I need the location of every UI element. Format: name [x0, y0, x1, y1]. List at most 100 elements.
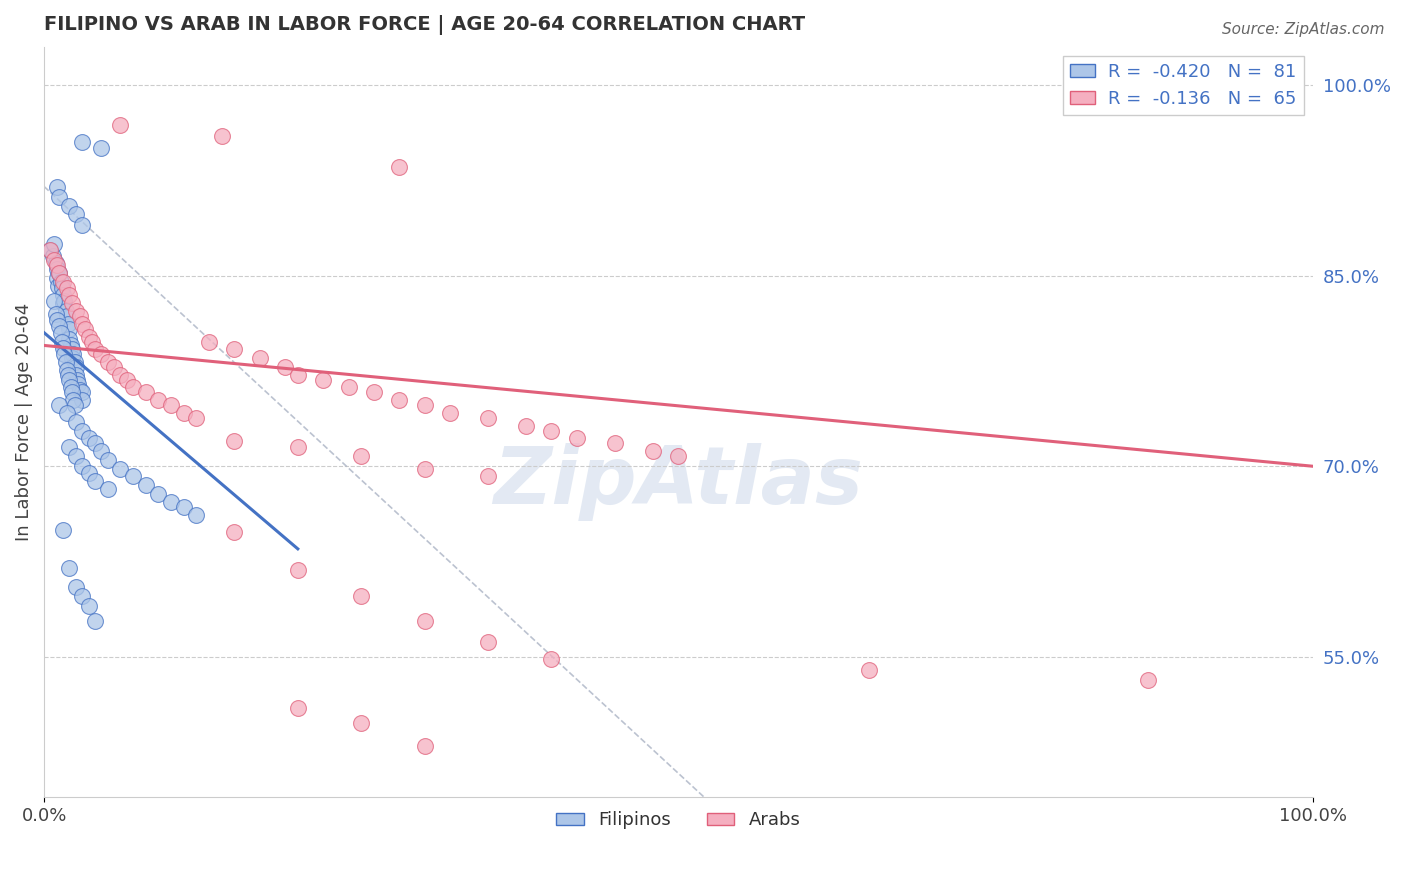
Point	[39, 243, 62, 257]
Point	[83, 475, 105, 489]
Point	[65, 207, 87, 221]
Point	[56, 406, 79, 420]
Point	[55, 304, 77, 318]
Point	[67, 376, 90, 391]
Point	[45, 271, 67, 285]
Point	[48, 398, 70, 412]
Point	[70, 218, 93, 232]
Point	[77, 329, 100, 343]
Point	[65, 449, 87, 463]
Point	[58, 322, 80, 336]
Point	[49, 275, 72, 289]
Point	[515, 418, 537, 433]
Point	[52, 275, 75, 289]
Point	[224, 343, 246, 357]
Point	[55, 355, 77, 369]
Point	[122, 380, 145, 394]
Point	[287, 440, 309, 454]
Point	[148, 487, 170, 501]
Point	[65, 304, 87, 318]
Point	[58, 332, 80, 346]
Point	[337, 380, 360, 394]
Point	[287, 700, 309, 714]
Point	[70, 424, 93, 438]
Point	[135, 478, 157, 492]
Point	[44, 293, 66, 308]
Point	[58, 368, 80, 382]
Point	[388, 393, 411, 408]
Point	[66, 373, 89, 387]
Point	[186, 411, 208, 425]
Point	[70, 459, 93, 474]
Point	[287, 564, 309, 578]
Point	[58, 198, 80, 212]
Point	[83, 615, 105, 629]
Point	[186, 508, 208, 522]
Point	[45, 179, 67, 194]
Point	[224, 525, 246, 540]
Point	[249, 351, 271, 366]
Point	[65, 359, 87, 374]
Point	[52, 523, 75, 537]
Point	[198, 334, 221, 349]
Point	[160, 495, 183, 509]
Point	[58, 317, 80, 331]
Text: ZipAtlas: ZipAtlas	[494, 442, 863, 521]
Point	[173, 406, 195, 420]
Point	[42, 249, 65, 263]
Point	[69, 383, 91, 397]
Point	[58, 561, 80, 575]
Point	[540, 424, 562, 438]
Point	[350, 716, 373, 731]
Y-axis label: In Labor Force | Age 20-64: In Labor Force | Age 20-64	[15, 302, 32, 541]
Point	[70, 135, 93, 149]
Point	[413, 398, 436, 412]
Point	[90, 444, 112, 458]
Point	[477, 469, 499, 483]
Point	[122, 469, 145, 483]
Point	[413, 615, 436, 629]
Point	[44, 256, 66, 270]
Point	[48, 266, 70, 280]
Point	[62, 347, 84, 361]
Point	[59, 338, 82, 352]
Point	[58, 373, 80, 387]
Point	[135, 385, 157, 400]
Point	[312, 373, 335, 387]
Point	[53, 293, 76, 308]
Point	[439, 406, 461, 420]
Point	[77, 466, 100, 480]
Point	[51, 281, 73, 295]
Point	[52, 341, 75, 355]
Point	[44, 253, 66, 268]
Point	[52, 296, 75, 310]
Point	[565, 431, 588, 445]
Point	[666, 449, 689, 463]
Point	[56, 281, 79, 295]
Point	[413, 462, 436, 476]
Point	[48, 266, 70, 280]
Point	[65, 415, 87, 429]
Point	[60, 343, 83, 357]
Point	[83, 343, 105, 357]
Point	[65, 368, 87, 382]
Point	[350, 449, 373, 463]
Point	[77, 431, 100, 445]
Point	[46, 278, 69, 293]
Point	[58, 287, 80, 301]
Point	[110, 119, 132, 133]
Point	[39, 243, 62, 257]
Point	[44, 307, 66, 321]
Point	[274, 359, 297, 374]
Point	[56, 362, 79, 376]
Point	[53, 347, 76, 361]
Point	[51, 334, 73, 349]
Point	[90, 141, 112, 155]
Point	[58, 440, 80, 454]
Point	[1136, 673, 1159, 687]
Point	[69, 309, 91, 323]
Point	[858, 663, 880, 677]
Point	[60, 385, 83, 400]
Point	[48, 190, 70, 204]
Point	[65, 580, 87, 594]
